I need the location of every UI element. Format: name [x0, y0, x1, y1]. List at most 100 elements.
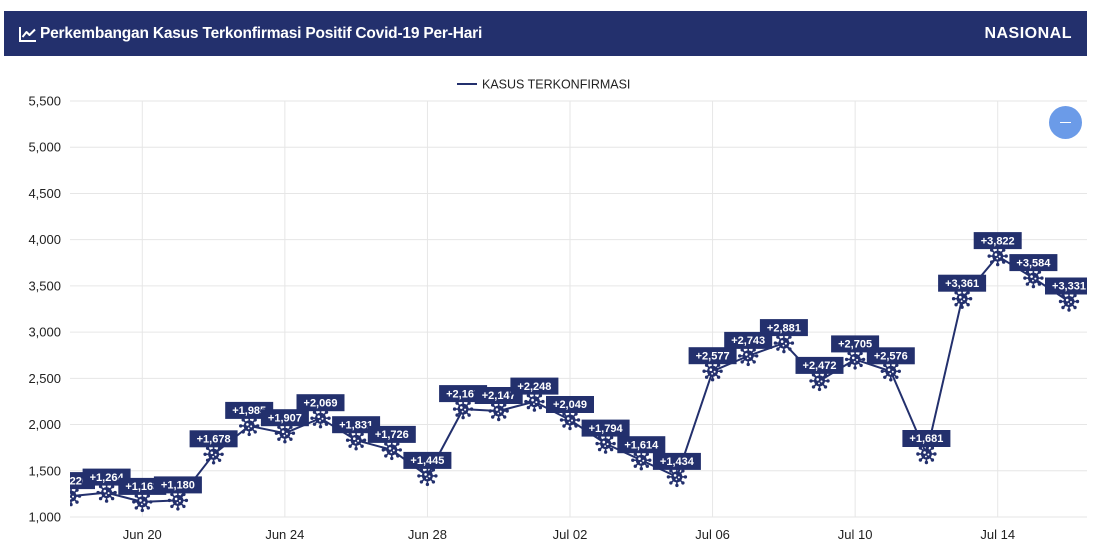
x-tick-label: Jun 24 [265, 527, 304, 542]
data-label: +2,248 [510, 377, 559, 395]
data-label-bg [973, 232, 1022, 250]
data-label-text: +2,049 [553, 399, 587, 411]
data-label-text: +1,163 [125, 481, 159, 493]
data-label-bg [153, 476, 202, 494]
data-label-text: +3,331 [1052, 281, 1086, 293]
data-label: +1,445 [403, 451, 452, 469]
data-label-text: +1,180 [161, 480, 195, 492]
data-label-bg [1009, 254, 1058, 272]
data-label-text: +1,681 [909, 433, 943, 445]
series-group: +1,226 +1,264+1,163 +1,180+1,678+1,985+1,9… [70, 232, 1087, 513]
x-tick-label: Jul 10 [838, 527, 873, 542]
virus-icon [96, 482, 117, 503]
data-label-bg [759, 319, 808, 337]
y-tick-label: 1,500 [28, 463, 61, 478]
virus-icon [916, 443, 937, 465]
data-label: +3,822 [973, 232, 1022, 250]
data-label-bg [688, 347, 737, 365]
data-label: +2,472 [795, 356, 844, 374]
virus-icon [310, 408, 331, 429]
data-label: +1,434 [652, 452, 701, 470]
data-label: +2,881 [759, 319, 808, 337]
virus-icon [987, 245, 1008, 267]
data-label-bg [367, 425, 416, 443]
data-label-text: +1,445 [410, 455, 444, 467]
data-label: +3,361 [938, 274, 987, 292]
data-label: +1,681 [902, 430, 951, 447]
data-label: +2,743 [724, 331, 773, 349]
data-label-bg [260, 409, 309, 427]
x-tick-label: Jun 20 [123, 527, 162, 542]
virus-icon [809, 370, 830, 392]
data-label: +2,049 [546, 396, 594, 413]
x-tick-label: Jul 06 [695, 527, 730, 542]
data-label: +3,584 [1009, 254, 1058, 272]
data-label: +1,726 [367, 425, 416, 443]
data-label-bg [652, 452, 701, 470]
data-label-text: +1,794 [589, 423, 624, 435]
data-label-bg [902, 430, 951, 447]
legend: KASUS TERKONFIRMASI [457, 78, 630, 92]
virus-icon [417, 465, 438, 487]
virus-icon [844, 349, 866, 370]
data-label: +2,576 [866, 347, 915, 365]
data-label-text: +2,576 [874, 351, 908, 363]
y-tick-label: 5,500 [28, 94, 61, 109]
data-label-text: +1,678 [197, 434, 231, 446]
y-tick-label: 2,500 [28, 371, 61, 386]
line-chart-icon [19, 26, 36, 42]
y-tick-label: 4,500 [28, 186, 61, 201]
y-tick-label: 1,000 [28, 510, 61, 525]
data-label-bg [938, 274, 987, 292]
virus-icon [559, 409, 581, 431]
virus-icon [631, 450, 652, 471]
data-label-bg [795, 356, 844, 374]
data-label-bg [546, 396, 594, 413]
data-label-text: +2,881 [767, 322, 801, 334]
data-label-text: +3,584 [1016, 257, 1051, 269]
data-label-text: +1,614 [624, 439, 659, 451]
y-tick-label: 3,000 [28, 325, 61, 340]
data-label-text: +1,985 [232, 405, 266, 417]
data-label-bg [1045, 277, 1087, 295]
y-tick-label: 4,000 [28, 232, 61, 247]
minus-icon [1060, 121, 1071, 124]
y-tick-label: 5,000 [28, 140, 61, 155]
virus-icon [524, 391, 545, 412]
region-label: NASIONAL [984, 24, 1072, 42]
data-label-text: +1,831 [339, 419, 373, 431]
y-tick-label: 2,000 [28, 417, 61, 432]
x-tick-label: Jul 14 [980, 527, 1015, 542]
virus-icon [1058, 291, 1080, 312]
legend-label: KASUS TERKONFIRMASI [482, 78, 630, 92]
data-label-bg [296, 394, 345, 412]
data-label: +1,180 [153, 476, 202, 494]
plot-area: +1,226 +1,264+1,163 +1,180+1,678+1,985+1,9… [70, 232, 1087, 513]
data-label: +2,577 [688, 347, 737, 365]
data-label: +1,794 [581, 419, 630, 437]
virus-icon [880, 361, 901, 382]
data-label-text: +2,147 [482, 390, 516, 402]
data-label-bg [581, 419, 630, 437]
data-label-text: +2,743 [731, 335, 765, 347]
virus-icon [1023, 267, 1044, 289]
data-label-text: +3,822 [981, 235, 1015, 247]
data-label-text: +2,248 [517, 381, 551, 393]
header-title-group: Perkembangan Kasus Terkonfirmasi Positif… [19, 25, 984, 43]
x-tick-label: Jul 02 [553, 527, 588, 542]
data-label: +3,331 [1045, 277, 1087, 295]
data-label-text: +1,907 [268, 412, 302, 424]
virus-icon [738, 345, 759, 367]
data-label: +1,614 [617, 436, 666, 454]
data-label-text: +2,472 [803, 360, 837, 372]
zoom-out-button[interactable] [1049, 106, 1082, 139]
data-label-bg [866, 347, 915, 365]
data-label-text: +3,361 [945, 278, 979, 290]
data-label-text: +1,434 [660, 456, 695, 468]
data-label-bg [724, 331, 773, 349]
chart-title: Perkembangan Kasus Terkonfirmasi Positif… [40, 24, 483, 42]
axis-labels: 1,000 1,500 2,000 2,500 3,000 3,500 4,000 4,500… [28, 94, 1015, 543]
data-label-text: +1,264 [90, 472, 125, 484]
data-label-text: +2,069 [304, 397, 338, 409]
